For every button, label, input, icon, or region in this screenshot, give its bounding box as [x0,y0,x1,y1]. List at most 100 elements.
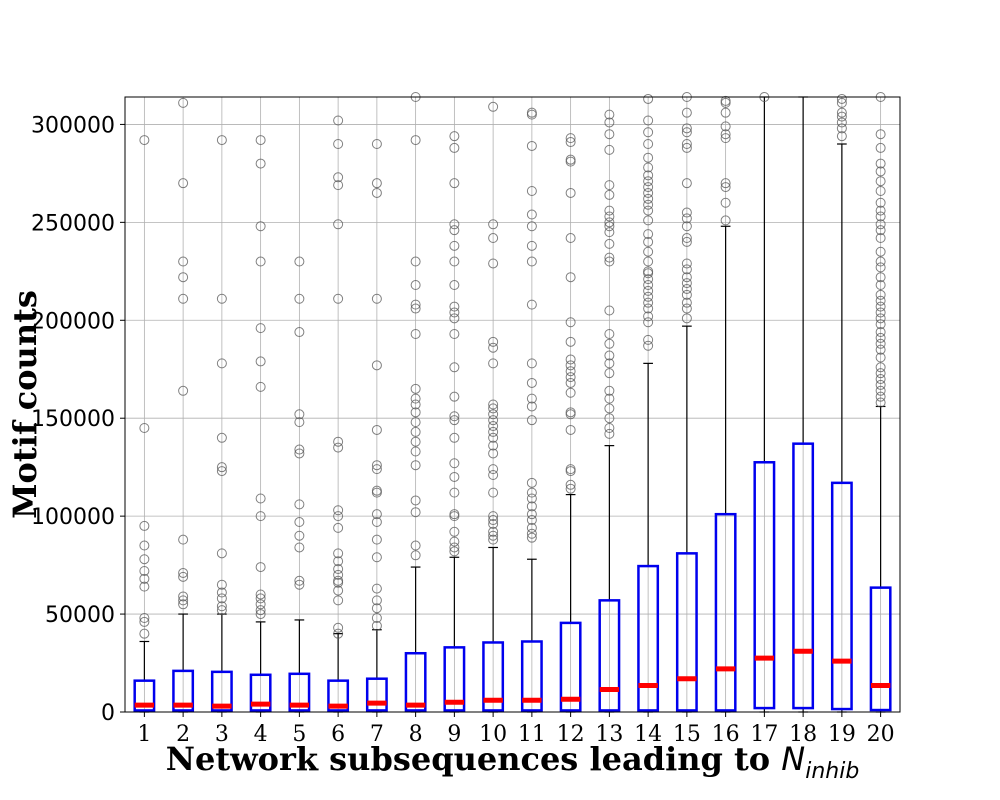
outlier-point [643,93,654,104]
outlier-point [255,256,266,267]
x-tick-label: 14 [634,722,662,747]
outlier-point [643,170,654,181]
outlier-point [526,299,537,310]
outlier-point [875,262,886,273]
outlier-point [488,421,499,432]
box-iqr [482,641,505,712]
outlier-point [875,391,886,402]
outlier-point [449,432,460,443]
outlier-point [526,477,537,488]
box-iqr [714,512,737,712]
outlier-point [178,591,189,602]
outlier-point [371,620,382,631]
outlier-point [875,166,886,177]
outlier-point [643,311,654,322]
outlier-point [875,197,886,208]
outlier-point [681,283,692,294]
outlier-point [875,225,886,236]
x-tick-label: 1 [137,722,151,747]
box-iqr [830,481,853,711]
outlier-point [294,575,305,586]
outlier-point [333,442,344,453]
x-tick-label: 18 [789,722,817,747]
outlier-point [410,507,421,518]
outlier-point [488,511,499,522]
outlier-point [836,123,847,134]
grid-lines [125,97,900,713]
outlier-point [526,522,537,533]
outlier-point [410,417,421,428]
outlier-point [720,215,731,226]
outlier-point [139,612,150,623]
box-iqr [210,670,233,712]
outlier-point [410,303,421,314]
outlier-point [604,117,615,128]
outlier-point [875,158,886,169]
outlier-point [139,540,150,551]
outlier-point [526,509,537,520]
outlier-point [681,313,692,324]
outlier-point [565,483,576,494]
outlier-point [139,573,150,584]
outlier-point [643,274,654,285]
outlier-point [681,221,692,232]
outlier-point [449,131,460,142]
outlier-point [720,133,731,144]
outlier-point [178,534,189,545]
y-axis-label: Motif counts [6,290,44,519]
outlier-point [333,139,344,150]
outlier-point [565,360,576,371]
outlier-point [255,609,266,620]
outlier-point [333,575,344,586]
outlier-point [681,142,692,153]
outlier-point [294,542,305,553]
outlier-point [294,417,305,428]
outlier-point [371,517,382,528]
outlier-point [139,628,150,639]
outlier-point [526,140,537,151]
outlier-point [875,352,886,363]
outlier-point [604,368,615,379]
outlier-point [333,172,344,183]
outlier-point [643,205,654,216]
outlier-point [526,487,537,498]
outlier-point [643,229,654,240]
outlier-point [643,340,654,351]
outlier-point [681,272,692,283]
box-iqr [365,677,388,712]
outlier-point [294,444,305,455]
outlier-point [371,178,382,189]
outlier-point [488,403,499,414]
outlier-point [643,236,654,247]
outlier-point [836,131,847,142]
box-iqr [520,640,543,712]
outlier-point [294,409,305,420]
x-tick-label: 17 [750,722,778,747]
outlier-point [643,303,654,314]
outlier-point [371,583,382,594]
outlier-point [875,280,886,291]
outlier-point [681,236,692,247]
outlier-point [139,565,150,576]
outlier-point [488,258,499,269]
outlier-point [604,180,615,191]
outlier-point [371,460,382,471]
outlier-point [604,189,615,200]
outlier-point [410,436,421,447]
outlier-point [449,542,460,553]
outlier-point [875,344,886,355]
y-tick-label: 300000 [31,113,115,138]
outlier-point [604,221,615,232]
outlier-point [178,595,189,606]
box-19 [830,93,853,713]
outlier-point [449,471,460,482]
outlier-point [604,217,615,228]
outlier-point [488,534,499,545]
outlier-point [565,336,576,347]
outlier-point [333,505,344,516]
outlier-point [875,385,886,396]
outlier-point [604,256,615,267]
outlier-point [875,362,886,373]
outlier-point [643,193,654,204]
outlier-point [216,593,227,604]
